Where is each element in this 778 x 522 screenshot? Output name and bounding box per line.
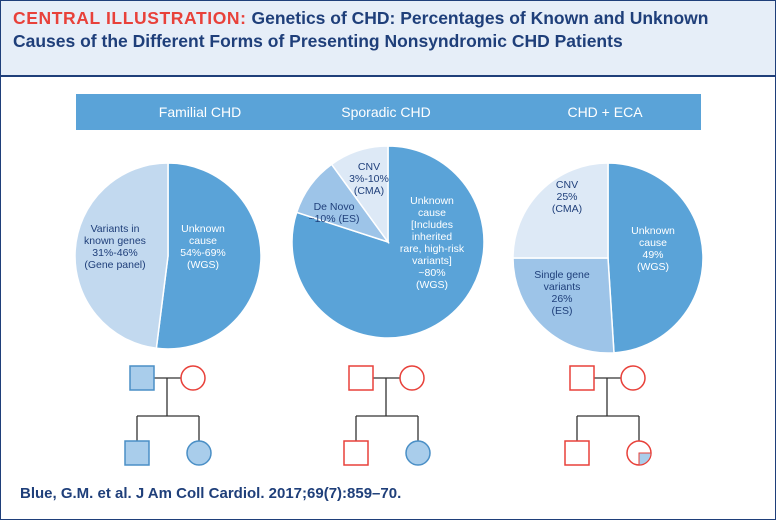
father-square (569, 365, 595, 391)
pedigree-sporadic (343, 365, 431, 466)
pie-slice-unknown (607, 162, 704, 354)
pie-slice-cnv (512, 162, 609, 259)
slice-label-variants: Variants in known genes 31%-46% (Gene panel… (84, 223, 146, 271)
pie-slice-variants (74, 162, 169, 350)
pedigree-familial (124, 365, 212, 466)
father-square (348, 365, 374, 391)
son-square (564, 440, 590, 466)
pie-slice-unknown (155, 162, 262, 350)
diagram-canvas: Unknown cause 54%-69% (WGS) Variants in known… (74, 145, 704, 466)
slice-label-cnv: CNV 3%-10% (CMA) (349, 161, 389, 197)
mother-circle (620, 365, 646, 391)
daughter-circle (405, 440, 431, 466)
pie-sporadic: Unknown cause [Includes inherited rare, high… (291, 145, 485, 339)
panel-title-eca: CHD + ECA (567, 104, 643, 120)
category-band: Familial CHD Sporadic CHD CHD + ECA (76, 94, 701, 130)
slice-label-unknown: Unknown cause 49% (WGS) (631, 225, 675, 273)
daughter-circle (186, 440, 212, 466)
central-illustration-tag: CENTRAL ILLUSTRATION: (13, 8, 247, 28)
panel-title-sporadic: Sporadic CHD (341, 104, 431, 120)
citation: Blue, G.M. et al. J Am Coll Cardiol. 201… (20, 485, 402, 502)
pedigree-eca (564, 365, 652, 466)
slice-label-unknown: Unknown cause [Includes inherited rare, high… (400, 195, 465, 291)
mother-circle (399, 365, 425, 391)
pie-eca: Unknown cause 49% (WGS) Single gene variants 2… (512, 162, 704, 354)
slice-label-unknown: Unknown cause 54%-69% (WGS) (180, 223, 226, 271)
slice-label-denovo: De Novo ~10% (ES) (308, 201, 359, 225)
son-square (343, 440, 369, 466)
father-square (129, 365, 155, 391)
panel-title-familial: Familial CHD (158, 104, 242, 120)
son-square (124, 440, 150, 466)
slice-label-cnv: CNV 25% (CMA) (552, 179, 582, 215)
mother-circle (180, 365, 206, 391)
pie-slice-single (512, 257, 615, 354)
pie-slice-cnv (330, 145, 389, 245)
figure-header: CENTRAL ILLUSTRATION: Genetics of CHD: P… (1, 1, 775, 77)
slice-label-single: Single gene variants 26% (ES) (534, 269, 590, 317)
figure-title: Genetics of CHD: Percentages of Known an… (13, 8, 709, 51)
affected-quarter-marker (638, 452, 652, 466)
pie-familial: Unknown cause 54%-69% (WGS) Variants in known… (74, 162, 262, 350)
